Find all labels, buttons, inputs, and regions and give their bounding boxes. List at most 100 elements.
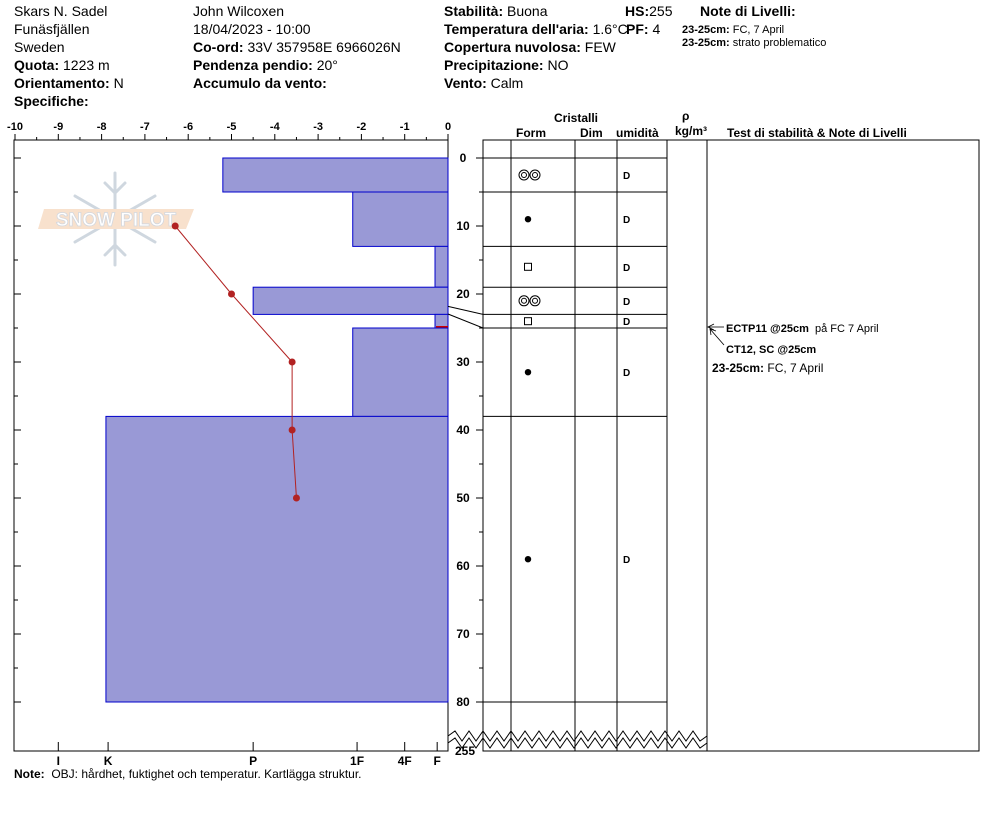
wetness-label: D <box>623 368 630 379</box>
hardness-bar <box>222 157 449 193</box>
depth-break-lower <box>447 737 708 749</box>
wind-loading-label: Accumulo da vento: <box>193 75 327 91</box>
faceted-grain-symbol <box>524 262 532 271</box>
temperature-tick-label: -7 <box>140 121 150 133</box>
wetness-label: D <box>623 555 630 566</box>
stability-test-arrows <box>707 323 725 346</box>
temperature-point <box>228 290 235 298</box>
rounded-grain-symbol <box>524 369 532 376</box>
snow-height: HS:255 <box>625 3 673 19</box>
form-heading: Form <box>516 126 546 140</box>
region: Funäsfjällen <box>14 21 90 37</box>
footer-note: Note: OBJ: hårdhet, fuktighet och temper… <box>14 767 362 781</box>
temperature-profile <box>171 222 300 502</box>
specifics-label: Specifiche: <box>14 93 89 109</box>
rounding-faceted-symbol <box>532 172 538 178</box>
rounding-faceted-symbol <box>521 172 527 178</box>
wetness-label: D <box>623 297 630 308</box>
hardness-bar <box>105 415 449 703</box>
dim-heading: Dim <box>580 126 603 140</box>
stability-layer-note: 23-25cm: FC, 7 April <box>712 361 824 375</box>
hardness-tick-label: 1F <box>350 754 364 768</box>
hardness-tick-label: P <box>249 754 257 768</box>
rounding-faceted-symbol <box>521 297 527 304</box>
depth-tick-label: 50 <box>456 491 470 505</box>
rounded-grain-symbol <box>524 216 532 223</box>
aspect: Orientamento: N <box>14 75 124 91</box>
rounding-faceted-symbol <box>532 297 538 304</box>
crystal-frame <box>482 139 980 752</box>
hardness-layers <box>105 157 449 703</box>
temperature-point <box>288 426 296 434</box>
datetime: 18/04/2023 - 10:00 <box>193 21 311 37</box>
hardness-bar <box>352 327 449 417</box>
location: Skars N. Sadel <box>14 3 108 19</box>
tests-heading: Test di stabilità & Note di Livelli <box>727 126 907 140</box>
country: Sweden <box>14 39 65 55</box>
depth-bottom-label: 255 <box>455 744 475 758</box>
stability-test-ct: CT12, SC @25cm <box>726 344 817 356</box>
hardness-bar <box>352 191 449 247</box>
slope: Pendenza pendio: 20° <box>193 57 338 73</box>
temperature-point <box>171 222 179 230</box>
crystals-heading: Cristalli <box>554 111 599 125</box>
layer-boundary <box>447 305 667 315</box>
wetness-label: D <box>623 171 630 182</box>
hardness-bar <box>252 286 449 315</box>
temperature-tick-label: -4 <box>270 121 281 133</box>
cloud-cover: Copertura nuvolosa: FEW <box>444 39 616 55</box>
stability-test-ect: ECTP11 @25cm på FC 7 April <box>726 323 879 335</box>
density-unit: kg/m³ <box>675 124 708 138</box>
depth-tick-label: 30 <box>456 355 470 369</box>
temperature-tick-label: -8 <box>97 121 107 133</box>
temperature-tick-label: -10 <box>7 121 23 133</box>
temperature-point <box>292 494 300 502</box>
rounded-grain-symbol <box>524 556 532 563</box>
humidity-heading: umidità <box>616 126 659 140</box>
depth-tick-label: 40 <box>456 423 470 437</box>
depth-tick-label: 60 <box>456 559 470 573</box>
temperature-tick-label: -6 <box>183 121 193 133</box>
depth-tick-label: 20 <box>456 287 470 301</box>
temperature-tick-label: -1 <box>400 121 410 133</box>
elevation: Quota: 1223 m <box>14 57 110 73</box>
rounding-faceted-symbol <box>529 295 541 307</box>
hardness-bar <box>434 313 449 329</box>
hardness-tick-label: F <box>434 754 441 768</box>
wetness-label: D <box>623 215 630 226</box>
temperature-tick-label: 0 <box>445 121 451 133</box>
stability: Stabilità: Buona <box>444 3 548 19</box>
air-temperature: Temperatura dell'aria: 1.6°C <box>444 21 628 37</box>
wetness-label: D <box>623 263 630 274</box>
temperature-point <box>288 358 296 366</box>
depth-break-upper <box>447 730 708 742</box>
observer: John Wilcoxen <box>193 3 285 19</box>
depth-tick-label: 10 <box>456 219 470 233</box>
depth-tick-label: 70 <box>456 627 470 641</box>
layer-boundary <box>447 313 667 329</box>
layer-note: 23-25cm: FC, 7 April <box>682 24 785 36</box>
rounding-faceted-symbol <box>529 169 541 181</box>
rounding-faceted-symbol <box>518 295 530 307</box>
coordinates: Co-ord: 33V 357958E 6966026N <box>193 39 401 55</box>
penetration: PF: 4 <box>626 21 661 37</box>
hardness-tick-label: K <box>104 754 113 768</box>
temperature-tick-label: -5 <box>227 121 237 133</box>
temperature-tick-label: -2 <box>357 121 367 133</box>
rounding-faceted-symbol <box>518 169 530 181</box>
hardness-tick-label: 4F <box>398 754 412 768</box>
axes: -10 -9 -8 -7 -6 -5 -4 -3 -2 -1 0010203040506070802… <box>7 121 483 768</box>
temperature-tick-label: -9 <box>53 121 63 133</box>
depth-tick-label: 80 <box>456 695 470 709</box>
depth-tick-label: 0 <box>460 151 467 165</box>
watermark-text: SNOW PILOT <box>56 210 177 231</box>
wetness-label: D <box>623 317 630 328</box>
hardness-bar <box>434 245 449 288</box>
hardness-tick-label: I <box>57 754 60 768</box>
snowpilot-watermark: SNOW PILOT <box>38 171 194 267</box>
density-symbol: ρ <box>682 109 690 123</box>
layer-note: 23-25cm: strato problematico <box>682 37 827 49</box>
precipitation: Precipitazione: NO <box>444 57 569 73</box>
